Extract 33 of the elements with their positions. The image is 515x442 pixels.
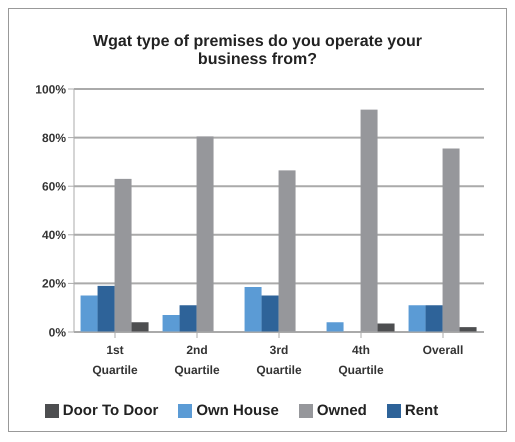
y-tick-label: 0% <box>48 325 66 340</box>
bar <box>80 296 98 332</box>
chart-title: Wgat type of premises do you operate your business from? <box>92 32 423 69</box>
bar <box>132 322 149 332</box>
bar <box>460 327 477 332</box>
y-tick-label: 40% <box>42 228 66 242</box>
y-tick-label: 60% <box>42 179 66 194</box>
y-tick-label: 80% <box>42 130 66 145</box>
legend-label: Owned <box>316 402 367 419</box>
bar <box>162 314 180 332</box>
legend-label: Rent <box>404 402 438 419</box>
x-tick-label: 2nd Quartile <box>174 343 220 377</box>
bar <box>278 170 296 332</box>
legend-label: Own House <box>196 402 279 419</box>
bar <box>180 305 197 332</box>
x-tick-label: 1st Quartile <box>92 343 138 377</box>
bar <box>262 296 279 332</box>
bar <box>98 286 115 332</box>
y-tick-label: 20% <box>42 276 66 291</box>
bar <box>408 305 426 332</box>
bar <box>114 178 132 332</box>
bar <box>426 305 443 332</box>
bar <box>378 323 395 332</box>
bar <box>442 148 460 332</box>
y-tick-label: 100% <box>35 82 66 96</box>
bar <box>196 136 214 332</box>
bar <box>360 110 378 332</box>
bar <box>326 322 344 332</box>
x-tick-label: 4th Quartile <box>338 343 384 377</box>
bar <box>244 287 262 332</box>
x-tick-label: 3rd Quartile <box>256 343 302 377</box>
legend-label: Door To Door <box>62 402 158 419</box>
x-tick-label: Overall <box>422 343 464 357</box>
